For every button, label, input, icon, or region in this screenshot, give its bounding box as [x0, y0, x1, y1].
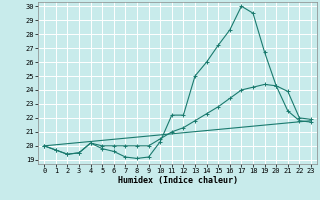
X-axis label: Humidex (Indice chaleur): Humidex (Indice chaleur) — [118, 176, 238, 185]
